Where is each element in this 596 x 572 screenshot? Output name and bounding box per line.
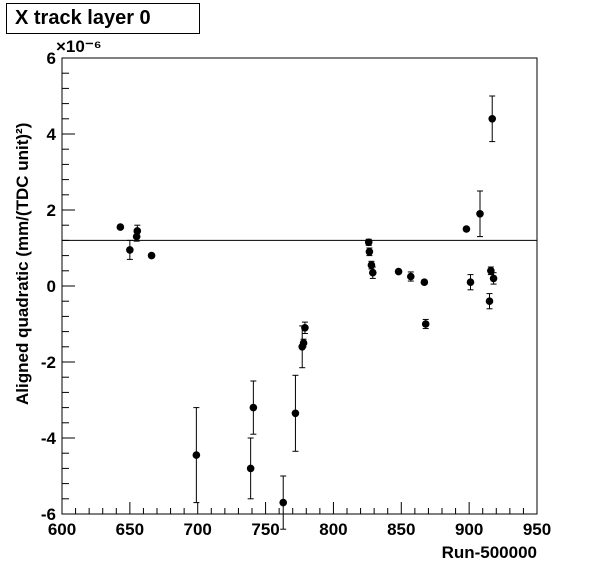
data-point	[279, 475, 288, 530]
data-point	[421, 318, 430, 330]
data-point	[249, 380, 258, 435]
point-marker	[246, 464, 255, 473]
data-point	[476, 190, 484, 238]
data-point	[365, 247, 374, 257]
data-point	[489, 272, 498, 285]
data-point	[420, 278, 429, 287]
point-marker	[301, 324, 309, 332]
x-tick-label: 600	[48, 520, 76, 539]
point-marker	[394, 267, 403, 276]
data-point	[462, 225, 471, 233]
y-multiplier-label: ×10⁻⁶	[56, 37, 102, 56]
data-point	[192, 407, 201, 504]
data-point	[291, 374, 300, 452]
y-axis-title: Aligned quadratic (mm/(TDC unit)²)	[13, 123, 32, 405]
y-tick-label: 0	[47, 277, 56, 296]
point-marker	[291, 409, 300, 418]
y-tick-label: 6	[47, 49, 56, 68]
point-marker	[367, 261, 376, 269]
point-marker	[485, 297, 494, 306]
x-tick-label: 800	[319, 520, 347, 539]
data-point	[368, 266, 377, 279]
point-marker	[420, 278, 429, 287]
y-tick-label: -6	[41, 505, 56, 524]
point-marker	[192, 451, 201, 459]
point-marker	[299, 339, 308, 347]
x-tick-label: 650	[116, 520, 144, 539]
point-marker	[462, 225, 471, 233]
data-point	[116, 223, 125, 231]
point-marker	[368, 268, 377, 277]
data-point	[246, 437, 255, 500]
point-marker	[249, 403, 258, 412]
x-tick-label: 750	[251, 520, 279, 539]
point-marker	[406, 272, 415, 281]
point-marker	[365, 248, 374, 256]
y-tick-label: 4	[47, 125, 57, 144]
point-marker	[488, 115, 497, 123]
point-marker	[489, 274, 498, 283]
data-point	[394, 267, 403, 276]
point-marker	[147, 251, 156, 260]
plot-frame	[61, 57, 538, 515]
point-marker	[116, 223, 125, 231]
data-point	[133, 224, 142, 238]
point-marker	[126, 246, 134, 254]
data-point	[301, 321, 309, 334]
point-marker	[133, 227, 142, 235]
x-tick-label: 950	[523, 520, 551, 539]
data-point	[299, 338, 308, 348]
point-marker	[476, 210, 484, 218]
y-tick-label: -2	[41, 353, 56, 372]
x-tick-label: 700	[184, 520, 212, 539]
y-tick-label: 2	[47, 201, 56, 220]
data-point	[485, 293, 494, 310]
x-tick-label: 900	[455, 520, 483, 539]
data-point	[406, 271, 415, 282]
data-point	[147, 251, 156, 260]
point-marker	[364, 238, 373, 247]
chart-title: X track layer 0	[6, 3, 200, 34]
data-point	[126, 239, 134, 260]
point-marker	[279, 498, 288, 507]
x-axis-title: Run-500000	[442, 543, 537, 562]
data-point	[466, 274, 475, 291]
data-point	[488, 95, 497, 143]
point-marker	[421, 320, 430, 328]
point-marker	[466, 278, 475, 287]
data-point	[364, 238, 373, 247]
y-tick-label: -4	[41, 429, 57, 448]
data-point	[367, 260, 376, 270]
x-tick-label: 850	[387, 520, 415, 539]
